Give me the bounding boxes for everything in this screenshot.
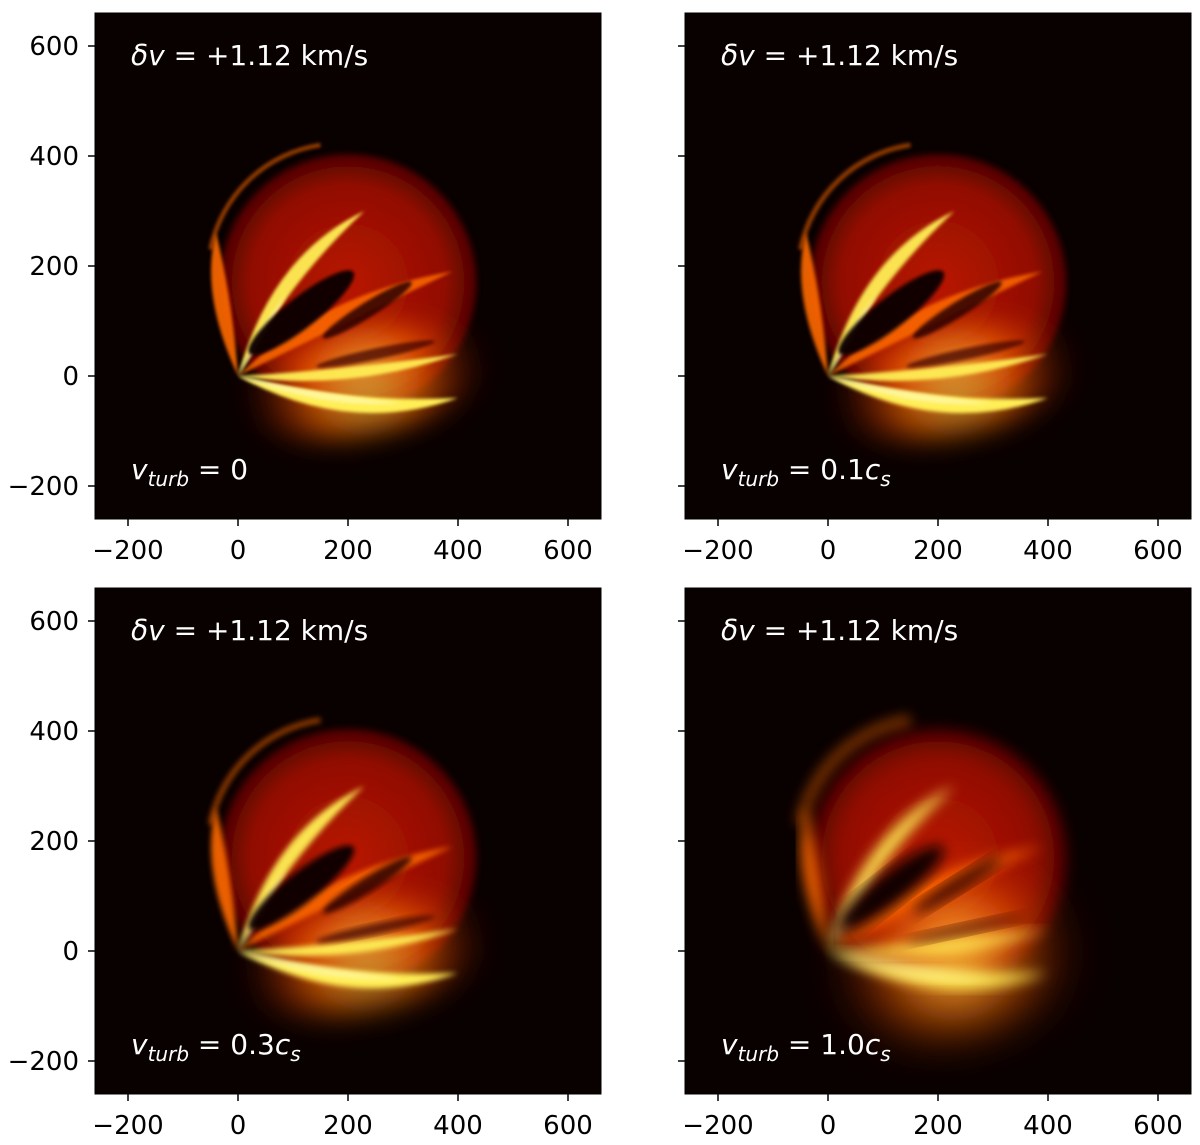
emission-map <box>207 717 489 1014</box>
x-tick-label: 200 <box>323 536 373 566</box>
lower-glow <box>830 324 1079 439</box>
disk-rim <box>795 715 912 826</box>
shadow-gap-lower <box>906 340 1025 368</box>
emission-lobe-1 <box>211 808 238 951</box>
emission-lobe-5 <box>238 951 458 988</box>
annotation-turbulence: vturb = 1.0cs <box>721 1028 891 1066</box>
disk-rim <box>207 717 321 826</box>
emission-lobe-1 <box>801 808 828 951</box>
y-tick-label: 600 <box>29 32 79 62</box>
panel-1: −200 0 200 400 600 −200 0 200 400 600 δv = +1.12 k… <box>8 12 602 566</box>
shadow-gap-main <box>248 270 355 356</box>
y-tick-label: −200 <box>8 472 79 502</box>
x-tick-label: −200 <box>92 536 163 566</box>
x-tick-label: 200 <box>913 1111 963 1141</box>
shadow-gap-main <box>838 845 945 931</box>
emission-lobe-4 <box>828 929 1048 956</box>
x-tick-label: 0 <box>820 536 837 566</box>
emission-map <box>795 715 1080 1037</box>
y-tick-label: 0 <box>62 937 79 967</box>
emission-lobe-4 <box>238 929 458 956</box>
x-tick-label: 400 <box>1023 1111 1073 1141</box>
shadow-gap-lower <box>906 915 1025 943</box>
x-tick-label: 600 <box>1133 536 1183 566</box>
y-tick-label: 400 <box>29 142 79 172</box>
disk-rim <box>798 142 911 250</box>
annotation-turbulence: vturb = 0 <box>131 453 248 491</box>
panel-3: −200 0 200 400 600 −200 0 200 400 600 δv = +1.12 k… <box>8 587 602 1141</box>
panel-4: −200 0 200 400 600 δv = +1.12 km/s vturb = 1.0… <box>678 587 1192 1141</box>
emission-lobe-5 <box>828 376 1048 413</box>
x-tick-label: −200 <box>92 1111 163 1141</box>
x-tick-label: 200 <box>913 536 963 566</box>
disk-rim <box>208 142 321 250</box>
shadow-gap-secondary <box>322 281 412 339</box>
lobe-core-lower <box>828 376 993 405</box>
annotation-turbulence: vturb = 0.1cs <box>721 453 891 491</box>
y-tick-label: −200 <box>8 1047 79 1077</box>
annotation-velocity: δv = +1.12 km/s <box>721 614 958 647</box>
shadow-gap-main <box>838 270 945 356</box>
lobe-core-lower <box>828 951 993 980</box>
lobe-core-lower <box>238 376 403 405</box>
x-tick-label: −200 <box>682 1111 753 1141</box>
emission-lobe-1 <box>801 233 828 376</box>
x-tick-label: 200 <box>323 1111 373 1141</box>
shadow-gap-lower <box>316 340 435 368</box>
emission-lobe-1 <box>211 233 238 376</box>
y-tick-label: 200 <box>29 827 79 857</box>
annotation-velocity: δv = +1.12 km/s <box>131 39 368 72</box>
x-tick-label: 600 <box>1133 1111 1183 1141</box>
y-tick-label: 600 <box>29 607 79 637</box>
x-tick-label: 0 <box>230 536 247 566</box>
x-tick-label: 400 <box>1023 536 1073 566</box>
x-tick-label: 400 <box>433 1111 483 1141</box>
shadow-gap-secondary <box>912 856 1002 914</box>
annotation-velocity: δv = +1.12 km/s <box>721 39 958 72</box>
lower-glow <box>240 899 489 1014</box>
emission-lobe-5 <box>828 951 1048 988</box>
emission-lobe-4 <box>238 354 458 381</box>
x-tick-label: −200 <box>682 536 753 566</box>
shadow-gap-main <box>248 845 355 931</box>
emission-map <box>208 142 489 439</box>
shadow-gap-lower <box>316 915 435 943</box>
emission-lobe-4 <box>828 354 1048 381</box>
lower-glow <box>240 324 489 439</box>
y-tick-label: 200 <box>29 252 79 282</box>
annotation-velocity: δv = +1.12 km/s <box>131 614 368 647</box>
x-tick-label: 600 <box>543 1111 593 1141</box>
x-tick-label: 400 <box>433 536 483 566</box>
emission-map <box>798 142 1079 439</box>
panel-2: −200 0 200 400 600 δv = +1.12 km/s vturb = 0.1… <box>678 12 1192 566</box>
emission-lobe-5 <box>238 376 458 413</box>
y-tick-label: 400 <box>29 717 79 747</box>
x-tick-label: 600 <box>543 536 593 566</box>
shadow-gap-secondary <box>912 281 1002 339</box>
x-tick-label: 0 <box>820 1111 837 1141</box>
x-tick-label: 0 <box>230 1111 247 1141</box>
annotation-turbulence: vturb = 0.3cs <box>131 1028 301 1066</box>
lobe-core-lower <box>238 951 403 980</box>
y-tick-label: 0 <box>62 362 79 392</box>
shadow-gap-secondary <box>322 856 412 914</box>
